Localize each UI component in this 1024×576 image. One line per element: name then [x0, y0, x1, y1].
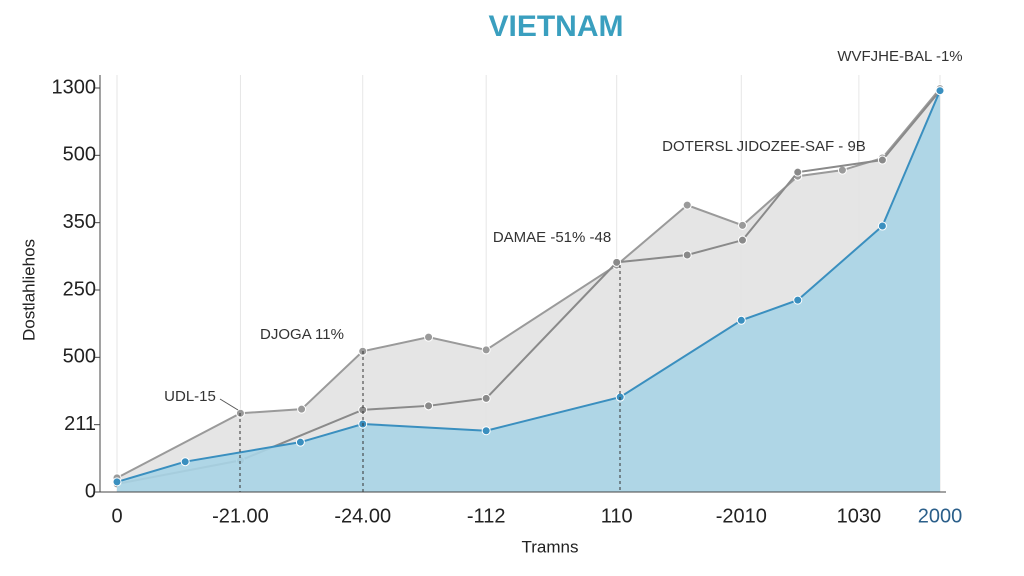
- x-tick-label: 1030: [837, 505, 882, 527]
- point: [424, 332, 434, 342]
- point: [682, 200, 692, 210]
- point: [112, 477, 122, 487]
- point: [736, 315, 746, 325]
- x-tick-label: 0: [111, 505, 122, 527]
- point: [295, 437, 305, 447]
- y-tick-label: 500: [63, 144, 96, 166]
- point: [837, 165, 847, 175]
- point: [737, 235, 747, 245]
- y-tick-label: 0: [85, 480, 96, 502]
- point: [935, 86, 945, 96]
- annotation: UDL-15: [164, 388, 216, 405]
- point: [481, 393, 491, 403]
- plot-area: [112, 75, 945, 493]
- y-tick-label: 211: [64, 413, 96, 435]
- point: [297, 404, 307, 414]
- point: [612, 257, 622, 267]
- point: [180, 457, 190, 467]
- point: [793, 295, 803, 305]
- point: [481, 345, 491, 355]
- y-tick-label: 1300: [52, 76, 97, 98]
- point: [737, 220, 747, 230]
- point: [877, 221, 887, 231]
- chart-title: VIETNAM: [489, 10, 624, 43]
- annotation: DAMAE -51% -48: [493, 229, 611, 246]
- annotation: WVFJHE-BAL -1%: [837, 48, 962, 65]
- x-tick-label: -112: [467, 505, 506, 527]
- point: [877, 155, 887, 165]
- annotation: DOTERSL JIDOZEE-SAF - 9B: [662, 138, 866, 155]
- point: [481, 426, 491, 436]
- annotation: DJOGA 11%: [260, 326, 344, 343]
- x-tick-label: -2010: [716, 505, 767, 527]
- x-tick-label: -21.00: [212, 505, 269, 527]
- leader: [219, 398, 239, 411]
- area: [117, 90, 940, 493]
- x-tick-label: -24.00: [334, 505, 391, 527]
- x-axis-label: Tramns: [522, 537, 579, 556]
- point: [682, 250, 692, 260]
- point: [424, 401, 434, 411]
- y-tick-label: 250: [63, 278, 96, 300]
- y-tick-label: 350: [63, 211, 96, 233]
- y-axis-label: Dostlahliehos: [19, 239, 38, 341]
- line: [116, 90, 941, 483]
- x-tick-label: 110: [601, 505, 633, 527]
- y-tick-label: 500: [63, 346, 96, 368]
- point: [793, 167, 803, 177]
- x-tick-label: 2000: [918, 505, 963, 527]
